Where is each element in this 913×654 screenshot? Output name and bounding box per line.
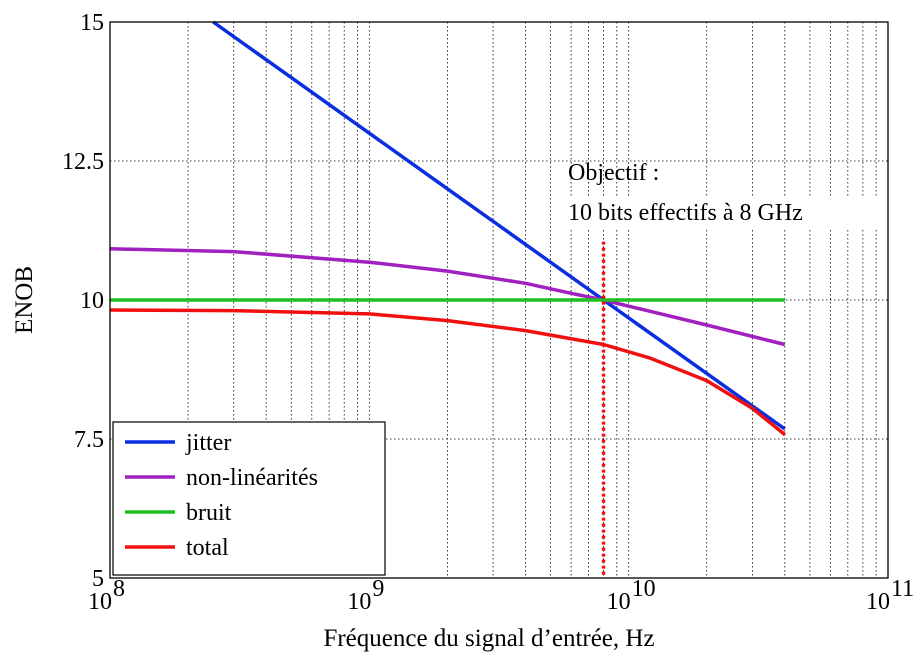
x-tick-base: 10 [866,589,890,615]
y-tick-labels: 5 7.5 10 12.5 15 [62,10,104,592]
legend-box [112,421,386,576]
y-tick-label: 5 [92,566,104,592]
y-axis-label: ENOB [11,266,38,334]
x-tick-exponent: 9 [372,576,384,602]
x-tick-base: 10 [347,589,371,615]
legend-label: total [186,535,229,561]
legend-label: jitter [185,430,231,456]
annotation-line-1: Objectif : [568,160,659,186]
x-axis-label: Fréquence du signal d’entrée, Hz [323,625,654,652]
x-tick-labels: 10 8 10 9 10 10 10 11 [88,576,913,615]
x-tick-label: 10 8 [88,576,125,615]
legend: jitter non-linéarités bruit total [112,421,386,576]
legend-label: non-linéarités [186,465,318,491]
annotation-line-2: 10 bits effectifs à 8 GHz [568,200,803,226]
legend-label: bruit [186,500,232,526]
y-tick-label: 15 [80,10,104,36]
x-tick-label: 10 10 [607,576,656,615]
series-line-non-linéarités [109,247,786,347]
x-tick-exponent: 8 [113,576,125,602]
x-tick-exponent: 10 [632,576,656,602]
x-tick-base: 10 [607,589,631,615]
y-tick-label: 7.5 [74,427,104,453]
x-tick-base: 10 [88,589,112,615]
x-tick-label: 10 11 [866,576,913,615]
series-line-jitter [212,20,786,431]
annotation-background [563,197,878,229]
plot-frame [109,21,889,579]
x-tick-label: 10 9 [347,576,384,615]
series-lines [109,20,786,436]
target-annotation: Objectif : 10 bits effectifs à 8 GHz [563,160,878,229]
y-tick-label: 10 [80,288,104,314]
x-tick-exponent: 11 [891,576,913,602]
series-line-total [109,308,786,436]
y-tick-label: 12.5 [62,149,104,175]
